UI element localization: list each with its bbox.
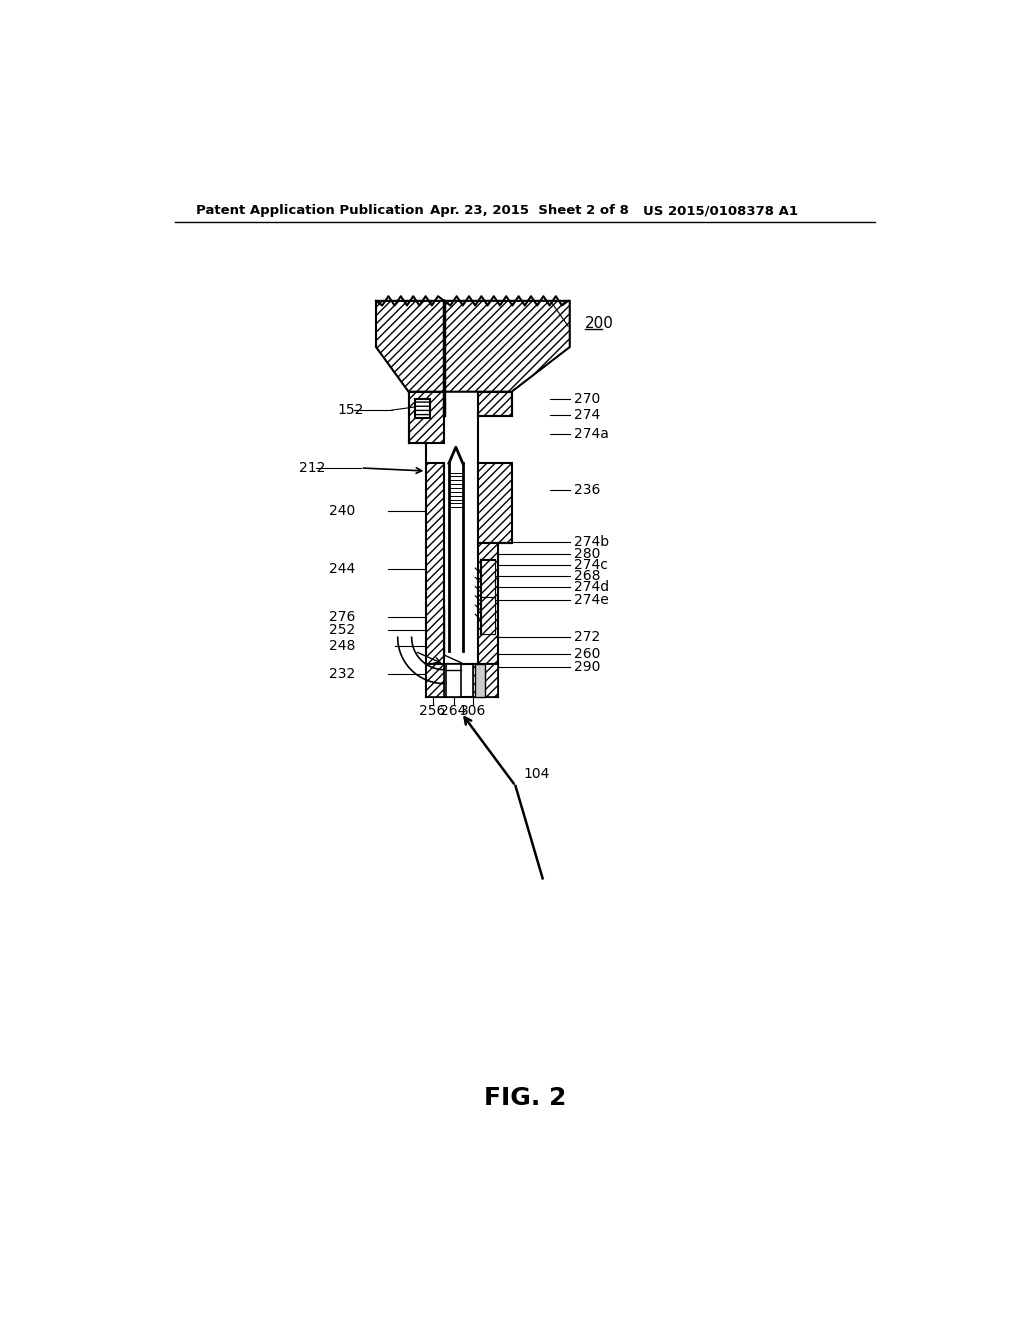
Text: 274: 274: [573, 408, 600, 422]
Polygon shape: [376, 301, 444, 392]
Text: 290: 290: [573, 660, 600, 673]
Text: 280: 280: [573, 548, 600, 561]
Polygon shape: [478, 544, 499, 671]
Polygon shape: [426, 664, 444, 697]
Text: Apr. 23, 2015  Sheet 2 of 8: Apr. 23, 2015 Sheet 2 of 8: [430, 205, 629, 218]
Text: FIG. 2: FIG. 2: [483, 1086, 566, 1110]
Text: 260: 260: [573, 647, 600, 660]
Text: Patent Application Publication: Patent Application Publication: [197, 205, 424, 218]
Polygon shape: [481, 561, 496, 598]
Text: US 2015/0108378 A1: US 2015/0108378 A1: [643, 205, 799, 218]
Text: 272: 272: [573, 631, 600, 644]
Text: 232: 232: [330, 668, 355, 681]
Text: 248: 248: [330, 639, 356, 653]
Text: 274e: 274e: [573, 594, 608, 607]
Polygon shape: [473, 664, 499, 697]
Polygon shape: [481, 598, 496, 635]
Text: 274b: 274b: [573, 535, 608, 549]
Text: 252: 252: [330, 623, 355, 636]
Text: 104: 104: [523, 767, 550, 781]
Text: 256: 256: [420, 705, 445, 718]
Polygon shape: [415, 400, 430, 418]
Text: 200: 200: [586, 317, 614, 331]
Text: 270: 270: [573, 392, 600, 407]
Text: 274c: 274c: [573, 558, 607, 572]
Text: 212: 212: [299, 461, 325, 475]
Polygon shape: [478, 463, 512, 544]
Polygon shape: [409, 392, 444, 444]
Text: 274a: 274a: [573, 428, 608, 441]
Polygon shape: [426, 463, 444, 671]
Text: 268: 268: [573, 569, 600, 582]
Text: 306: 306: [460, 705, 486, 718]
Text: 244: 244: [330, 562, 355, 576]
Polygon shape: [475, 664, 484, 697]
Text: 264: 264: [440, 705, 467, 718]
Text: 274d: 274d: [573, 579, 608, 594]
Polygon shape: [478, 392, 512, 416]
Polygon shape: [444, 301, 569, 392]
Polygon shape: [445, 664, 461, 697]
Text: 276: 276: [330, 610, 356, 623]
Text: 236: 236: [573, 483, 600, 496]
Text: 152: 152: [337, 403, 364, 417]
Text: 240: 240: [330, 504, 355, 517]
